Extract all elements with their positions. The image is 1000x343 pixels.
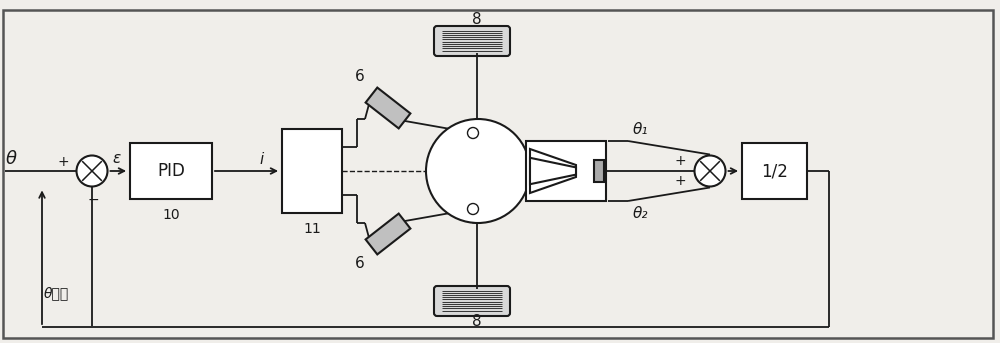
Text: ε: ε	[113, 151, 121, 166]
Polygon shape	[366, 87, 410, 128]
Bar	[594, 160, 604, 182]
Circle shape	[468, 203, 479, 214]
Text: 6: 6	[355, 69, 365, 83]
Polygon shape	[530, 149, 576, 193]
Text: i: i	[260, 152, 264, 166]
Polygon shape	[366, 214, 410, 255]
Text: 1/2: 1/2	[761, 162, 788, 180]
Text: +: +	[675, 174, 686, 188]
Circle shape	[468, 128, 479, 139]
Circle shape	[76, 155, 108, 187]
Text: θ₂: θ₂	[632, 205, 648, 221]
Bar	[130, 143, 212, 199]
Text: θ平均: θ平均	[44, 286, 69, 300]
Text: 8: 8	[472, 12, 482, 26]
Bar	[742, 143, 807, 199]
Text: +: +	[675, 154, 686, 168]
Circle shape	[694, 155, 726, 187]
Polygon shape	[530, 158, 576, 184]
Text: θ₁: θ₁	[632, 121, 648, 137]
Text: 8: 8	[472, 314, 482, 329]
Text: +: +	[58, 155, 69, 169]
Text: 11: 11	[303, 222, 321, 236]
Text: θ: θ	[6, 150, 17, 168]
Text: PID: PID	[157, 162, 185, 180]
Text: 10: 10	[162, 208, 180, 222]
Circle shape	[426, 119, 530, 223]
FancyBboxPatch shape	[434, 286, 510, 316]
Text: −: −	[87, 192, 99, 206]
Text: 6: 6	[355, 257, 365, 272]
Bar	[282, 129, 342, 213]
Bar	[526, 141, 606, 201]
FancyBboxPatch shape	[434, 26, 510, 56]
